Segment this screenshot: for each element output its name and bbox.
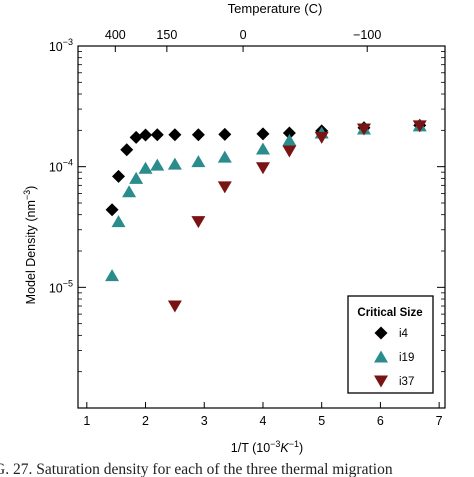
data-point-i4 bbox=[256, 127, 270, 141]
data-point-i4 bbox=[139, 128, 153, 142]
x-label-close: ) bbox=[299, 441, 303, 455]
data-point-i19 bbox=[138, 161, 153, 174]
y-label-main: Model Density (nm bbox=[24, 200, 38, 304]
data-point-i19 bbox=[129, 171, 144, 184]
legend-marker-i4 bbox=[374, 326, 388, 340]
top-tick-label: 400 bbox=[105, 28, 126, 42]
data-point-i19 bbox=[105, 269, 120, 282]
legend-label-i37: i37 bbox=[399, 376, 414, 388]
data-point-i37 bbox=[255, 162, 270, 175]
data-point-i37 bbox=[191, 216, 206, 229]
figure-caption: G. 27. Saturation density for each of th… bbox=[0, 461, 393, 477]
data-point-i4 bbox=[191, 128, 205, 142]
plot-frame-group bbox=[77, 45, 446, 409]
legend-label-i4: i4 bbox=[399, 328, 409, 340]
top-axis-title: Temperature (C) bbox=[228, 1, 323, 16]
x-label-k: K bbox=[280, 441, 289, 455]
y-tick-label: 10−5 bbox=[49, 278, 73, 295]
data-point-i19 bbox=[217, 150, 232, 163]
data-point-i19 bbox=[167, 157, 182, 170]
data-point-i19 bbox=[122, 185, 137, 198]
y-label-exp: −3 bbox=[22, 190, 32, 200]
data-point-i4 bbox=[112, 169, 126, 183]
data-point-i4 bbox=[218, 127, 232, 141]
x-label-main: 1/T (10 bbox=[231, 441, 270, 455]
series-i19 bbox=[105, 119, 427, 282]
data-point-i37 bbox=[167, 300, 182, 313]
x-tick-label: 2 bbox=[142, 414, 149, 428]
data-point-i4 bbox=[168, 128, 182, 142]
x-label-exp1: −3 bbox=[270, 439, 280, 449]
tick-group: 1 2 3 4 5 6 7 400 150 0 −100 10−5 10−4 10−3 bbox=[49, 28, 445, 428]
plot-area-frame bbox=[77, 45, 446, 409]
top-tick-label: −100 bbox=[353, 28, 381, 42]
x-tick-label: 4 bbox=[259, 414, 266, 428]
x-tick-label: 1 bbox=[83, 414, 90, 428]
y-tick-label: 10−3 bbox=[49, 37, 73, 54]
top-tick-label: 150 bbox=[156, 28, 177, 42]
data-point-i19 bbox=[282, 133, 297, 146]
legend-box bbox=[347, 295, 434, 394]
top-tick-label: 0 bbox=[240, 28, 247, 42]
data-point-i19 bbox=[111, 215, 126, 228]
legend-marker-i19 bbox=[374, 350, 388, 363]
data-point-i4 bbox=[105, 203, 119, 217]
series-i37 bbox=[167, 120, 427, 313]
data-point-i37 bbox=[412, 120, 427, 133]
data-point-i19 bbox=[150, 158, 165, 171]
x-tick-label: 3 bbox=[201, 414, 208, 428]
data-point-i4 bbox=[150, 128, 164, 142]
series-group bbox=[105, 118, 427, 313]
y-tick-label: 10−4 bbox=[49, 158, 73, 175]
data-point-i19 bbox=[191, 155, 206, 168]
x-label-exp2: −1 bbox=[289, 439, 299, 449]
data-point-i4 bbox=[282, 126, 296, 140]
data-point-i37 bbox=[217, 181, 232, 194]
legend-entries: i4 i19 i37 bbox=[374, 326, 414, 388]
legend-title: Critical Size bbox=[357, 307, 422, 319]
y-label-close: ) bbox=[24, 186, 38, 190]
legend-marker-i37 bbox=[374, 375, 388, 388]
data-point-i4 bbox=[120, 143, 134, 157]
data-point-i4 bbox=[129, 130, 143, 144]
data-point-i37 bbox=[314, 131, 329, 144]
x-tick-label: 7 bbox=[436, 414, 443, 428]
data-point-i19 bbox=[255, 142, 270, 155]
x-axis-label: 1/T (10−3K−1) bbox=[231, 439, 303, 455]
x-tick-label: 6 bbox=[377, 414, 384, 428]
data-point-i37 bbox=[282, 145, 297, 158]
legend-label-i19: i19 bbox=[399, 352, 414, 364]
x-tick-label: 5 bbox=[318, 414, 325, 428]
data-point-i37 bbox=[356, 123, 371, 136]
legend: Critical Size i4 i19 i37 bbox=[347, 295, 434, 394]
y-axis-label: Model Density (nm−3) bbox=[22, 186, 38, 305]
